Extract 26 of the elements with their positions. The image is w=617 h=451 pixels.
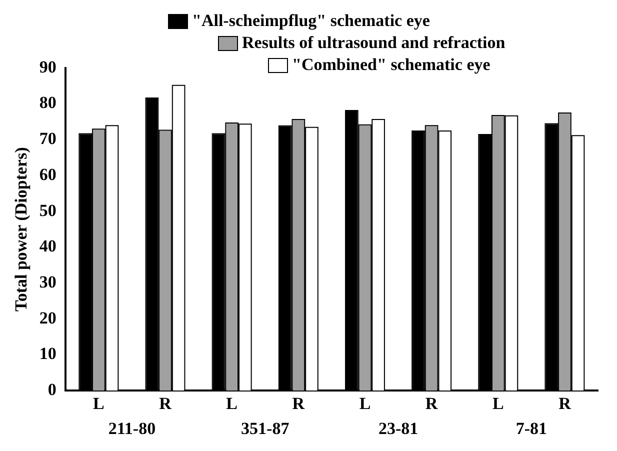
text: 23-81 [378,418,418,438]
y-tick-label: 60 [39,164,56,184]
legend-label: "Combined" schematic eye [292,54,490,76]
y-tick-label: 20 [39,308,56,328]
x-tick-label: L [359,394,371,414]
x-tick-label: L [93,394,104,414]
x-tick-label: R [558,394,572,414]
y-tick-label: 30 [39,272,56,292]
y-axis-title: Total power (Diopters) [12,147,31,312]
legend-label: "All-scheimpflug" schematic eye [192,10,430,32]
y-tick-label: 40 [39,236,56,256]
y-tick-label: 90 [39,57,56,76]
text: 7-81 [516,418,548,438]
x-tick-label: R [292,394,306,414]
text: 211-80 [108,418,156,438]
x-tick-label: L [226,394,238,414]
y-tick-label: 50 [39,200,56,220]
x-tick-label: L [492,394,504,414]
y-tick-label: 10 [39,344,56,364]
legend-label: Results of ultrasound and refraction [242,32,506,54]
x-tick-label: R [159,394,172,414]
y-tick-label: 70 [39,129,56,148]
text: 351-87 [241,418,290,438]
y-tick-label: 0 [48,380,56,399]
y-tick-label: 80 [39,93,56,112]
x-tick-label: R [425,394,438,414]
